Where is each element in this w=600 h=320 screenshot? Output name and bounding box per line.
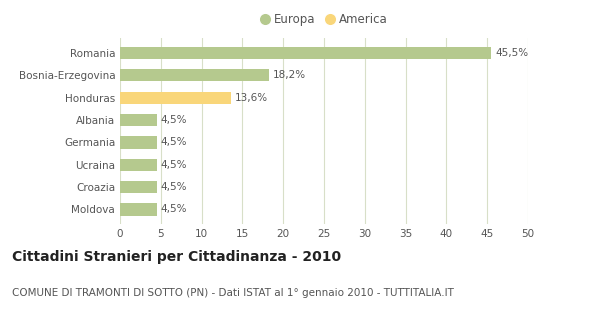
Bar — [120, 92, 231, 104]
Bar — [120, 136, 157, 148]
Bar — [120, 203, 157, 216]
Bar — [120, 47, 491, 59]
Text: 4,5%: 4,5% — [161, 182, 187, 192]
Bar — [120, 181, 157, 193]
Text: 45,5%: 45,5% — [496, 48, 529, 58]
Bar — [120, 69, 269, 82]
Text: 13,6%: 13,6% — [235, 93, 268, 103]
Text: 4,5%: 4,5% — [161, 204, 187, 214]
Bar — [120, 114, 157, 126]
Text: COMUNE DI TRAMONTI DI SOTTO (PN) - Dati ISTAT al 1° gennaio 2010 - TUTTITALIA.IT: COMUNE DI TRAMONTI DI SOTTO (PN) - Dati … — [12, 288, 454, 298]
Bar — [120, 159, 157, 171]
Text: Cittadini Stranieri per Cittadinanza - 2010: Cittadini Stranieri per Cittadinanza - 2… — [12, 250, 341, 264]
Text: 4,5%: 4,5% — [161, 160, 187, 170]
Legend: Europa, America: Europa, America — [257, 11, 391, 28]
Text: 18,2%: 18,2% — [272, 70, 306, 80]
Text: 4,5%: 4,5% — [161, 115, 187, 125]
Text: 4,5%: 4,5% — [161, 137, 187, 148]
